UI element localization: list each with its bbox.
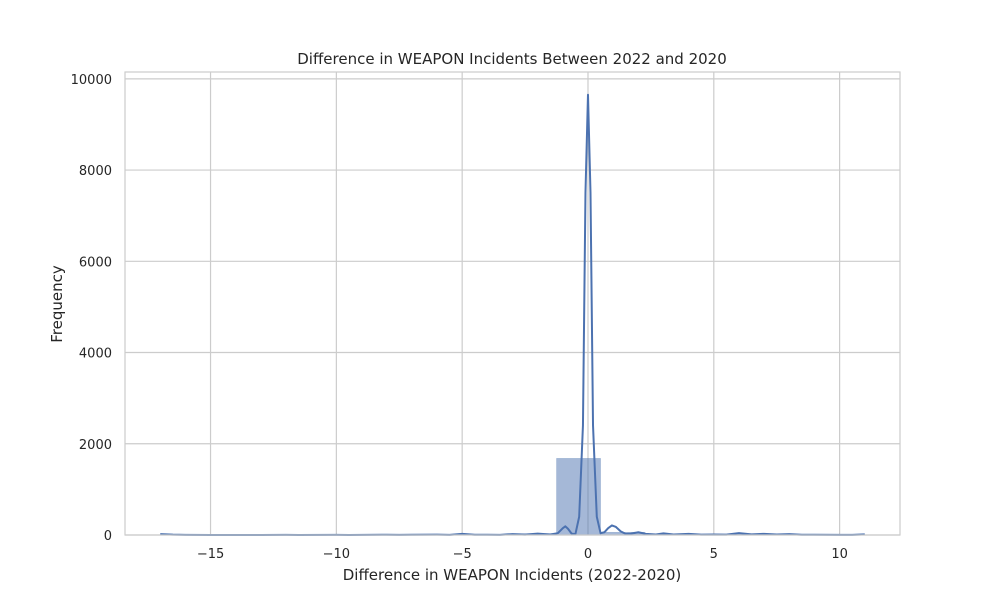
y-tick-label: 2000 (79, 438, 112, 453)
plot-frame (124, 71, 901, 536)
y-tick-label: 4000 (79, 347, 112, 362)
x-tick-label: −15 (197, 547, 224, 562)
x-tick-label: 5 (710, 547, 718, 562)
x-axis-label: Difference in WEAPON Incidents (2022-202… (343, 566, 681, 584)
y-tick-label: 0 (104, 529, 112, 544)
y-tick-labels: 0 2000 4000 6000 8000 10000 (71, 73, 112, 544)
y-tick-label: 8000 (79, 164, 112, 179)
x-tick-label: 10 (831, 547, 848, 562)
chart-title: Difference in WEAPON Incidents Between 2… (297, 50, 727, 68)
y-axis-label: Frequency (48, 265, 66, 343)
x-tick-label: 0 (584, 547, 592, 562)
x-tick-labels: −15 −10 −5 0 5 10 (197, 547, 848, 562)
y-tick-label: 6000 (79, 255, 112, 270)
x-tick-label: −10 (323, 547, 350, 562)
x-tick-label: −5 (453, 547, 472, 562)
y-tick-label: 10000 (71, 73, 112, 88)
